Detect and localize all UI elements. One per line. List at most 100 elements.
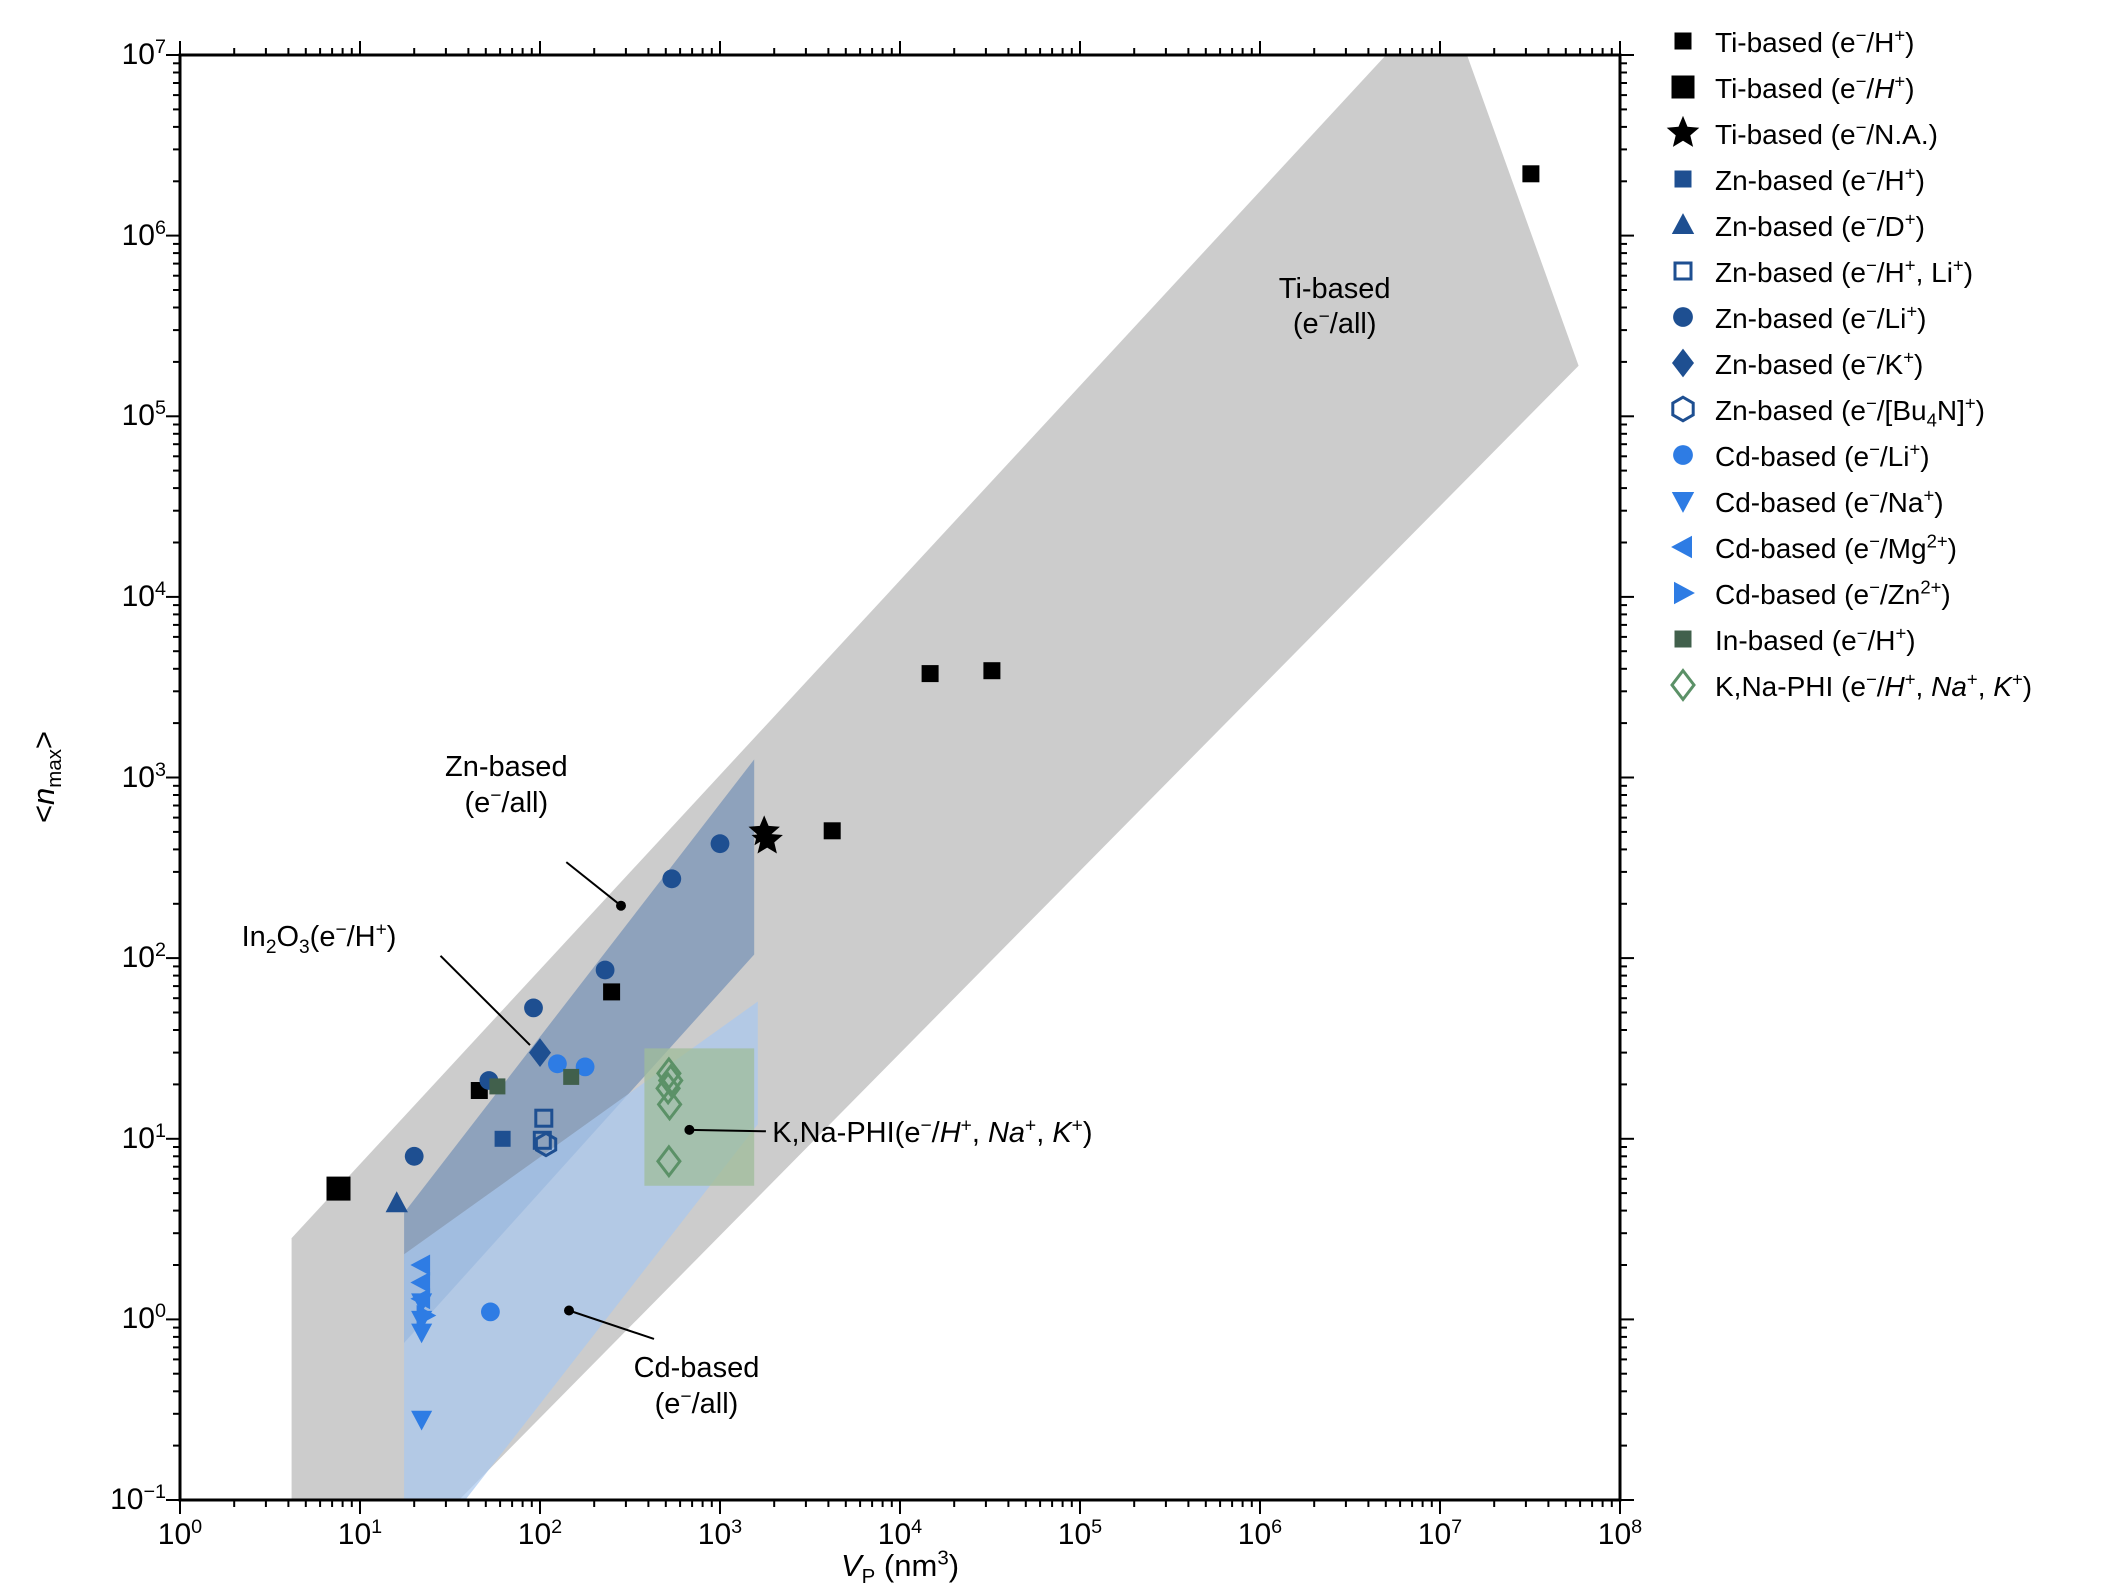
zn-h-li-marker — [534, 1108, 554, 1128]
zn-li-marker — [404, 1146, 424, 1166]
ti-h-small-marker — [1522, 165, 1540, 183]
zn-bu4n-marker — [534, 1131, 558, 1158]
zn-li-marker — [662, 869, 682, 889]
cd-mg-marker — [410, 1288, 431, 1310]
zn-band-label-anchor-dot — [616, 900, 626, 911]
y-tick-label: 107 — [121, 36, 166, 71]
legend-item-label: Cd-based (e−/Li+) — [1715, 438, 1930, 472]
square-glyph — [1671, 75, 1695, 98]
hexagon-glyph — [1671, 394, 1695, 423]
legend-item-zn-k: Zn-based (e−/K+) — [1666, 348, 2032, 382]
x-tick-label: 103 — [697, 1516, 743, 1551]
legend-item-label: Ti-based (e−/N.A.) — [1715, 116, 1938, 150]
hexagon-icon — [1666, 392, 1700, 431]
square-icon — [1666, 24, 1700, 63]
legend-item-label: Zn-based (e−/Li+) — [1715, 300, 1927, 334]
cd-band-label: Cd-based (e−/all) — [633, 1352, 760, 1421]
legend-item-label: Zn-based (e−/K+) — [1715, 346, 1924, 380]
series-zn-bu4n — [534, 1131, 558, 1158]
ti-na-marker — [751, 823, 783, 854]
series-zn-h-li — [532, 1108, 554, 1150]
y-tick-label: 105 — [121, 397, 166, 433]
legend-item-zn-h-li: Zn-based (e−/H+, Li+) — [1666, 256, 2032, 290]
square-glyph — [1674, 170, 1692, 187]
legend-item-zn-h: Zn-based (e−/H+) — [1666, 164, 2032, 198]
legend-item-in-h: In-based (e−/H+) — [1666, 624, 2032, 658]
zn-li-marker — [595, 960, 615, 980]
series-ti-h-small — [470, 165, 1540, 1099]
x-tick-label: 102 — [517, 1516, 563, 1551]
zn-li-marker — [524, 998, 543, 1018]
cd-li-marker — [548, 1054, 567, 1074]
cd-li-marker — [481, 1302, 500, 1322]
legend: Ti-based (e−/H+) Ti-based (e−/H+) Ti-based… — [1666, 26, 2032, 704]
square-glyph — [1673, 261, 1693, 280]
zn-k-marker — [529, 1038, 551, 1067]
legend-item-label: In-based (e−/H+) — [1715, 622, 1916, 656]
phi-marker — [657, 1063, 684, 1098]
phi-marker — [655, 1071, 681, 1106]
circle-icon — [1666, 438, 1700, 477]
series-ti-h-large — [326, 1176, 351, 1201]
x-axis-title: VP (nm3) — [840, 1546, 960, 1589]
legend-item-label: K,Na-PHI (e−/H+, Na+, K+) — [1715, 668, 2033, 702]
kna-phi-label-anchor-dot — [684, 1124, 695, 1135]
y-tick-label: 106 — [121, 216, 166, 252]
diamond-glyph — [1672, 348, 1694, 377]
y-axis-title: <nmax> — [26, 730, 67, 824]
diamond-glyph — [1670, 667, 1696, 702]
kna-phi-label: K,Na-PHI(e−/H+, Na+, K+) — [772, 1115, 1093, 1150]
x-tick-label: 104 — [877, 1516, 923, 1551]
ti-h-small-marker — [983, 662, 1001, 680]
legend-item-label: Zn-based (e−/H+, Li+) — [1715, 254, 1974, 288]
y-tick-label: 103 — [121, 758, 166, 794]
cd-band-label-anchor-dot — [564, 1305, 574, 1316]
legend-item-ti-h-small: Ti-based (e−/H+) — [1666, 26, 2032, 60]
triangle-left-icon — [1666, 530, 1700, 569]
legend-item-ti-h-large: Ti-based (e−/H+) — [1666, 72, 2032, 106]
square-icon — [1666, 162, 1700, 201]
ti-h-small-marker — [921, 665, 939, 683]
zn-band-label: Zn-based (e−/all) — [445, 750, 568, 819]
phi-marker — [656, 1087, 683, 1122]
triangle-up-glyph — [1671, 212, 1695, 234]
cd-na-marker — [411, 1323, 433, 1344]
square-icon — [1666, 70, 1700, 109]
series-zn-d — [385, 1191, 408, 1213]
legend-item-cd-mg: Cd-based (e−/Mg2+) — [1666, 532, 2032, 566]
plot-border — [178, 53, 1622, 1502]
legend-item-phi: K,Na-PHI (e−/H+, Na+, K+) — [1666, 667, 2033, 704]
legend-item-label: Cd-based (e−/Na+) — [1715, 484, 1944, 518]
legend-item-zn-li: Zn-based (e−/Li+) — [1666, 302, 2032, 336]
triangle-down-glyph — [1671, 491, 1695, 513]
in2o3-label: In2O3(e−/H+) — [241, 918, 397, 958]
cd-zn-marker — [416, 1305, 437, 1327]
series-cd-mg — [410, 1254, 431, 1310]
y-tick-label: 102 — [121, 939, 166, 975]
legend-item-label: Ti-based (e−/H+) — [1715, 24, 1915, 58]
series-phi — [655, 1056, 684, 1179]
phi-marker — [656, 1056, 682, 1091]
legend-item-label: Ti-based (e−/H+) — [1715, 70, 1915, 104]
series-cd-zn — [416, 1305, 437, 1327]
series-zn-k — [529, 1038, 551, 1067]
cd-mg-marker — [410, 1254, 431, 1276]
square-glyph — [1674, 32, 1692, 49]
zn-h-li-marker — [532, 1130, 552, 1150]
series-ti-na — [748, 815, 783, 854]
in2o3-label-leader-line — [439, 955, 531, 1046]
triangle-right-glyph — [1674, 581, 1695, 604]
diamond-icon — [1666, 346, 1700, 385]
annotation-leaders — [439, 861, 766, 1340]
triangle-down-icon — [1666, 484, 1700, 523]
x-tick-label: 101 — [337, 1516, 383, 1551]
cd-li-marker — [575, 1057, 595, 1077]
zn-h-marker — [494, 1130, 511, 1147]
x-tick-label: 100 — [157, 1516, 203, 1551]
legend-item-label: Zn-based (e−/H+) — [1715, 162, 1925, 196]
cd-band-label-leader-line — [568, 1309, 655, 1340]
phi-marker — [656, 1144, 682, 1179]
star-icon — [1666, 115, 1700, 155]
